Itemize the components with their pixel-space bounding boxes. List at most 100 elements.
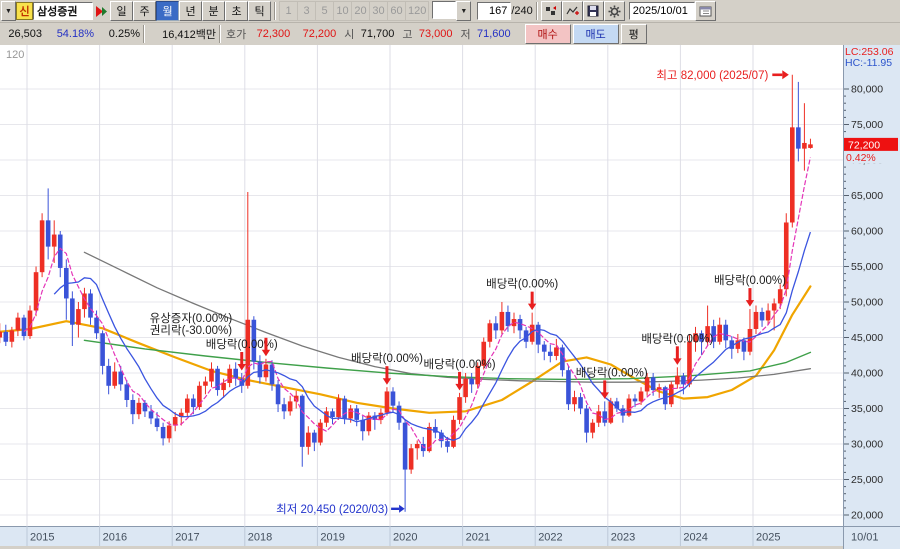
minute-button-group: 1 3 5 10 20 30 60 120 (279, 1, 430, 21)
candle-body (753, 311, 759, 329)
candle-total-label: /240 (511, 5, 533, 17)
interval-combo-arrow[interactable]: ▼ (456, 1, 472, 21)
date-input[interactable] (632, 4, 691, 18)
interval-combo[interactable] (432, 1, 457, 19)
event-annotation-label: 배당락(0.00%) (206, 338, 278, 351)
candle-count-input[interactable] (481, 4, 508, 18)
candle-body (777, 289, 783, 304)
stock-name-field[interactable]: 삼성증권 (33, 2, 93, 20)
candle-body (257, 361, 263, 378)
candle-body (481, 341, 487, 366)
event-annotation-label: 배당락(0.00%) (351, 352, 423, 365)
candle-body (554, 347, 559, 356)
period-button-분[interactable]: 분 (202, 1, 225, 21)
candle-body (82, 293, 87, 310)
candle-body (644, 377, 650, 392)
price-axis-label: 55,000 (851, 261, 883, 273)
candle-body (299, 395, 305, 447)
minute-button-3[interactable]: 3 (298, 1, 316, 21)
calendar-icon[interactable] (694, 1, 716, 21)
candle-body (318, 422, 323, 443)
minute-button-30[interactable]: 30 (370, 1, 388, 21)
period-button-일[interactable]: 일 (110, 1, 133, 21)
candle-body (287, 401, 293, 412)
minute-button-1[interactable]: 1 (279, 1, 298, 21)
candle-body (245, 319, 251, 386)
event-arrow-head (261, 349, 271, 357)
minute-button-60[interactable]: 60 (388, 1, 406, 21)
quote-separator (219, 25, 221, 43)
event-arrow-head (600, 392, 609, 399)
candlestick-chart[interactable]: 120배당락(0.00%)유상증자(0.00%)권리락(-30.00%)배당락(… (0, 45, 900, 549)
year-label: 2020 (393, 532, 417, 544)
ma-line-MA5 (23, 157, 811, 449)
stock-link-icon[interactable] (95, 5, 108, 18)
buy-button[interactable]: 매수 (524, 24, 571, 44)
candle-body (197, 385, 202, 408)
sell-button[interactable]: 매도 (572, 24, 619, 44)
candle-body (693, 333, 698, 342)
candle-body (414, 444, 420, 449)
candle-body (166, 425, 172, 439)
period-button-월[interactable]: 월 (156, 1, 179, 21)
high-label: 고 (402, 29, 413, 41)
period-button-년[interactable]: 년 (179, 1, 202, 21)
candle-body (269, 364, 275, 385)
year-label: 2018 (248, 532, 272, 544)
event-annotation-label: 배당락(0.00%) (714, 274, 786, 287)
candle-body (457, 397, 462, 420)
hc-stat: HC:-11.95 (845, 57, 892, 69)
candle-body (632, 398, 638, 402)
candle-body (499, 311, 505, 331)
candle-body (33, 272, 39, 311)
candle-body (408, 448, 414, 470)
candle-body (602, 411, 608, 423)
event-annotation-label: 배당락(0.00%) (576, 366, 648, 379)
candle-body (378, 412, 384, 420)
candle-body (560, 347, 565, 371)
candle-body (172, 417, 178, 426)
year-label: 2024 (683, 532, 707, 544)
candle-body (185, 398, 190, 413)
candle-body (487, 323, 493, 342)
price-axis-label: 50,000 (851, 297, 883, 309)
stock-combo-arrow[interactable]: ▼ (1, 1, 16, 21)
candle-body (511, 319, 517, 327)
candle-body (771, 303, 777, 311)
candle-body (281, 404, 287, 412)
candle-body (566, 370, 571, 405)
candle-body (578, 397, 583, 409)
candle-body (427, 426, 432, 452)
draw-line-icon[interactable] (561, 1, 583, 21)
candle-body (45, 220, 51, 247)
period-button-초[interactable]: 초 (225, 1, 248, 21)
candle-body (124, 384, 130, 400)
period-button-주[interactable]: 주 (133, 1, 156, 21)
save-icon[interactable] (582, 1, 604, 21)
minute-button-5[interactable]: 5 (316, 1, 334, 21)
current-price-value: 72,200 (848, 139, 880, 151)
candle-body (118, 371, 124, 385)
candle-body (239, 378, 245, 386)
candle-body (336, 398, 341, 418)
candle-body (130, 399, 136, 415)
candle-body (384, 391, 390, 413)
candle-body (675, 375, 680, 385)
minute-button-120[interactable]: 120 (406, 1, 430, 21)
bid-price: 72,200 (302, 28, 337, 40)
quote-bar: 26,503 54.18% 0.25% 16,412백만 호가 72,300 7… (0, 23, 900, 46)
event-arrow-head (745, 300, 755, 307)
avg-button[interactable]: 평 (620, 24, 647, 44)
multi-chart-icon[interactable] (540, 1, 562, 21)
minute-button-20[interactable]: 20 (352, 1, 370, 21)
candle-body (94, 317, 99, 334)
price-axis-label: 75,000 (851, 119, 883, 131)
event-annotation-label: 배당락(0.00%) (641, 332, 713, 345)
candle-body (402, 422, 408, 470)
settings-icon[interactable] (603, 1, 625, 21)
period-button-틱[interactable]: 틱 (248, 1, 271, 21)
price-axis-label: 80,000 (851, 84, 883, 96)
minute-button-10[interactable]: 10 (334, 1, 352, 21)
